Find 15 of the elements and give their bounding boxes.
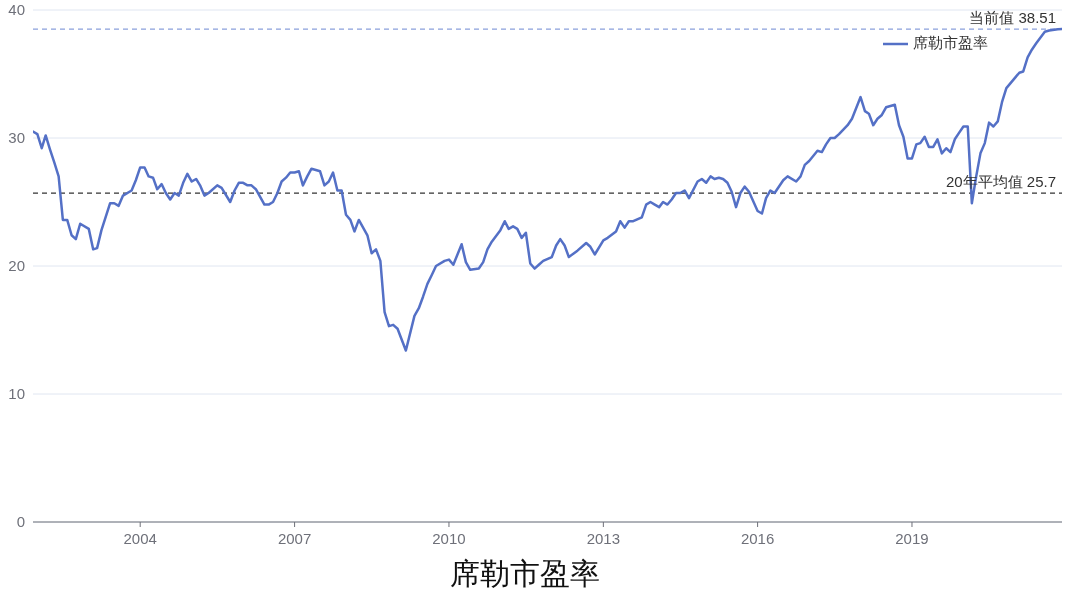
y-tick-label: 10 <box>8 385 25 403</box>
x-tick-label: 2007 <box>277 529 312 547</box>
x-tick-label: 2019 <box>895 529 929 547</box>
legend-label: 席勒市盈率 <box>913 34 988 53</box>
y-tick-label: 20 <box>8 257 25 275</box>
ref-line-label: 当前值 38.51 <box>969 9 1056 27</box>
x-tick-label: 2010 <box>432 529 466 547</box>
text: 席勒市盈率 <box>449 556 601 591</box>
y-tick-label: 30 <box>8 129 25 147</box>
y-tick-label: 40 <box>8 1 25 19</box>
line-series <box>33 27 1062 352</box>
x-tick-label: 2013 <box>586 529 621 547</box>
y-tick-label: 0 <box>16 513 25 531</box>
x-tick-label: 2016 <box>740 529 775 547</box>
x-tick-label: 2004 <box>123 529 157 547</box>
